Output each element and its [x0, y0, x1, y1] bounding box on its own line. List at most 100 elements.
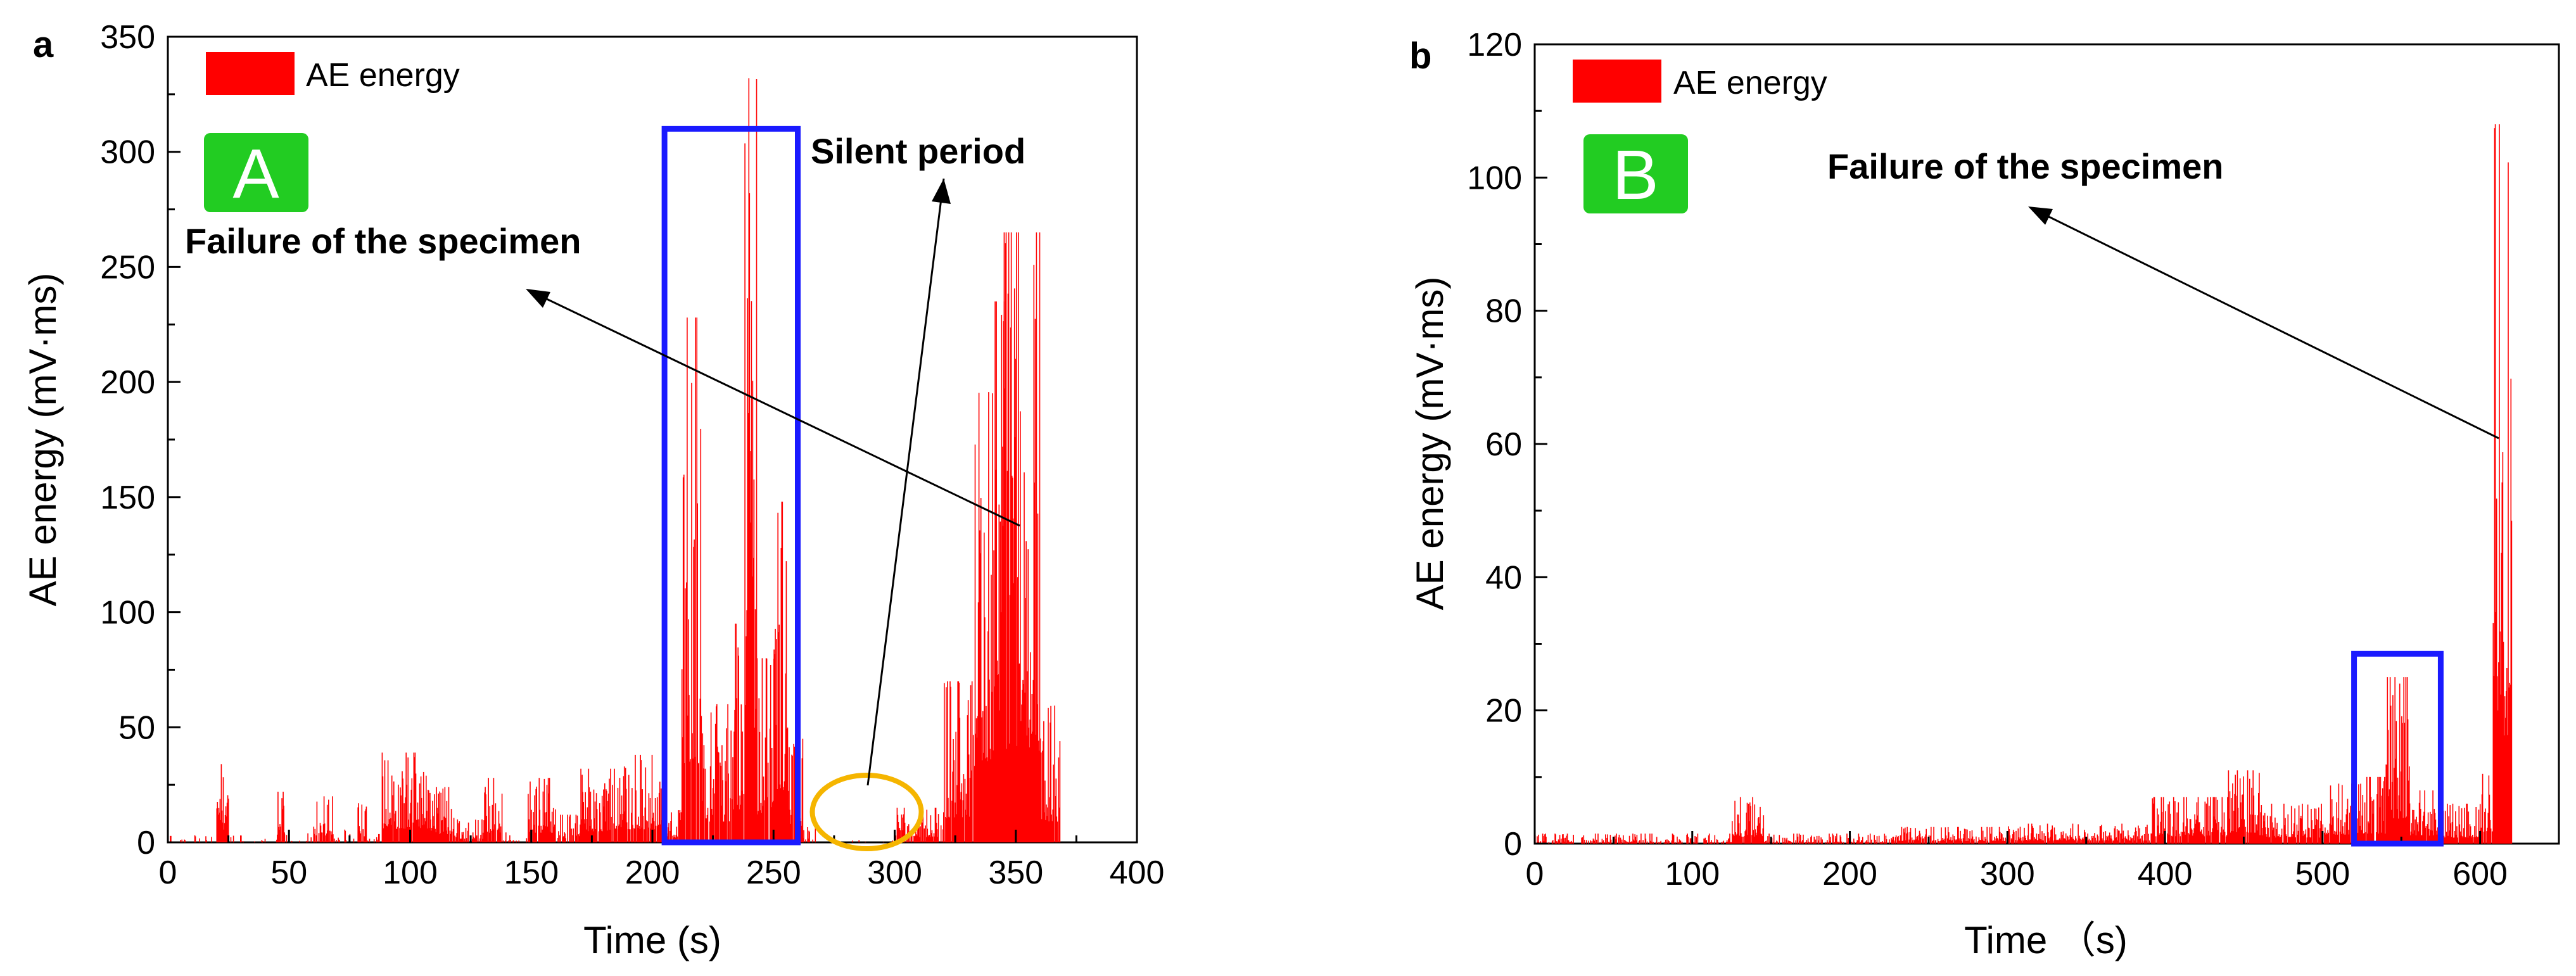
bar-mark [758, 698, 760, 842]
bar-mark [2065, 833, 2067, 844]
bar-mark [1900, 840, 1902, 844]
bar-mark [483, 832, 484, 842]
bar-mark [485, 794, 486, 842]
bar-mark [921, 820, 922, 842]
bar-mark [493, 778, 495, 842]
bar-mark [1912, 840, 1913, 844]
bar-mark [262, 841, 263, 842]
bar-mark [1843, 842, 1844, 844]
bar-mark [436, 808, 438, 842]
bar-mark [2257, 815, 2259, 844]
bar-mark [1722, 841, 1724, 844]
bar-mark [2117, 830, 2119, 844]
bar-mark [965, 809, 967, 842]
bar-mark [2493, 676, 2495, 844]
bar-mark [286, 835, 288, 842]
bar-mark [1058, 808, 1060, 842]
bar-mark [1944, 840, 1946, 844]
bar-mark [1866, 840, 1868, 844]
bar-mark [2251, 787, 2252, 844]
bar-mark [1004, 388, 1006, 842]
bar-mark [2283, 803, 2285, 844]
bar-mark [2428, 835, 2430, 844]
bar-mark [1861, 840, 1863, 844]
bar-mark [1832, 835, 1834, 844]
bar-mark [1557, 841, 1559, 844]
bar-mark [2052, 825, 2053, 844]
bar-mark [2019, 839, 2021, 844]
bar-mark [741, 790, 743, 842]
bar-mark [770, 807, 772, 842]
bar-mark [2460, 835, 2462, 844]
bar-mark [2411, 823, 2413, 844]
bar-mark [2328, 832, 2330, 844]
bar-mark [922, 822, 923, 842]
bar-mark [1017, 577, 1018, 842]
bar-mark [280, 827, 281, 842]
bar-mark [2159, 833, 2160, 844]
bar-mark [2018, 837, 2020, 844]
bar-mark [220, 820, 222, 842]
bar-mark [1991, 827, 1993, 844]
bar-mark [1848, 838, 1849, 844]
bar-mark [2095, 837, 2096, 844]
bar-mark [2218, 822, 2219, 844]
bar-mark [2334, 830, 2335, 844]
bar-mark [1736, 833, 1738, 844]
bar-mark [2276, 823, 2278, 844]
bar-mark [1542, 833, 1544, 844]
bar-mark [678, 810, 680, 842]
bar-mark [2079, 839, 2081, 844]
bar-mark [777, 789, 778, 842]
bar-mark [754, 609, 756, 842]
bar-mark [1915, 839, 1917, 844]
bar-mark [1019, 663, 1020, 842]
bar-mark [1679, 840, 1681, 844]
bar-mark [395, 811, 397, 842]
bar-mark [2062, 834, 2064, 844]
bar-mark [536, 787, 537, 842]
bar-mark [2123, 837, 2125, 844]
bar-mark [2159, 834, 2160, 844]
bar-mark [444, 787, 446, 842]
bar-mark [1007, 293, 1009, 843]
bar-mark [2286, 836, 2287, 844]
bar-mark [2198, 822, 2200, 844]
bar-mark [2136, 831, 2137, 844]
bar-mark [958, 682, 960, 842]
bar-mark [1628, 835, 1630, 844]
bar-mark [1903, 832, 1905, 844]
bar-mark [1957, 840, 1958, 844]
bar-mark [429, 800, 431, 842]
bar-mark [2325, 827, 2326, 844]
bar-mark [2395, 721, 2397, 844]
bar-mark [2048, 838, 2050, 844]
bar-mark [2421, 835, 2423, 844]
bar-mark [2179, 836, 2181, 844]
bar-mark [362, 829, 364, 842]
bar-mark [1998, 827, 2000, 844]
bar-mark [2369, 776, 2370, 844]
bar-mark [2005, 837, 2007, 844]
bar-mark [2103, 832, 2104, 844]
bar-mark [1926, 828, 1927, 844]
bar-mark [1790, 842, 1792, 844]
bar-mark [1876, 836, 1878, 844]
bar-mark [1599, 842, 1601, 844]
bar-mark [1946, 838, 1948, 844]
bar-mark [999, 521, 1001, 842]
bar-mark [1937, 839, 1939, 844]
bar-mark [1744, 836, 1745, 844]
bar-mark [2430, 811, 2431, 844]
bar-mark [1705, 841, 1707, 844]
bar-mark [760, 802, 762, 842]
bar-mark [2470, 826, 2471, 844]
bar-mark [1763, 842, 1765, 844]
bar-mark [1788, 841, 1790, 844]
bar-mark [1808, 842, 1810, 844]
bar-mark [790, 814, 792, 842]
bar-mark [2410, 831, 2412, 844]
bar-mark [1950, 837, 1951, 844]
bar-mark [929, 837, 931, 842]
bar-mark [599, 803, 600, 842]
